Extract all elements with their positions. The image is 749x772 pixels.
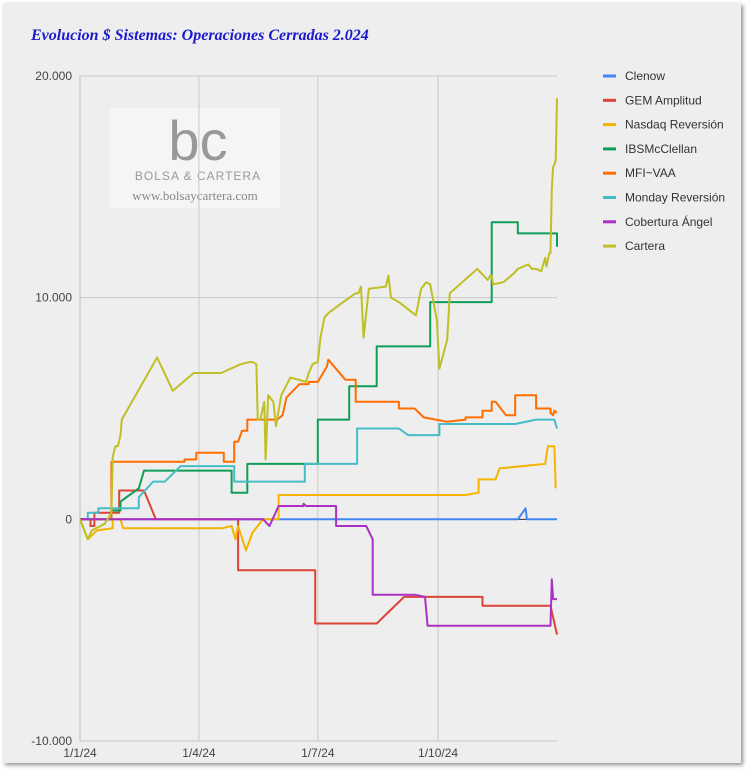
x-tick-label: 1/10/24 <box>418 746 458 760</box>
y-tick-label: 10.000 <box>35 291 72 305</box>
legend-swatch <box>603 123 616 127</box>
legend-swatch <box>603 74 616 78</box>
series-line-cobertura-ngel <box>80 502 557 627</box>
legend-label: Monday Reversión <box>625 191 725 205</box>
y-tick-label: 0 <box>65 512 72 526</box>
legend-label: GEM Amplitud <box>625 93 702 107</box>
legend-label: Cobertura Ángel <box>625 214 712 229</box>
y-tick-label: 20.000 <box>35 69 72 83</box>
legend-swatch <box>603 244 616 248</box>
legend-label: Cartera <box>625 239 665 253</box>
x-tick-label: 1/1/24 <box>63 746 97 760</box>
watermark-panel <box>110 108 280 208</box>
legend-swatch <box>603 98 616 102</box>
watermark-logo: bc <box>168 109 227 172</box>
y-tick-label: -10.000 <box>31 734 72 748</box>
legend-label: IBSMcClellan <box>625 142 697 156</box>
legend-swatch <box>603 196 616 199</box>
series-line-cartera <box>79 98 558 541</box>
series-line-gem-amplitud <box>80 489 558 635</box>
legend-label: Nasdaq Reversión <box>625 118 724 132</box>
watermark-url: www.bolsaycartera.com <box>132 188 258 203</box>
series-line-clenow <box>80 507 557 521</box>
watermark: bc BOLSA & CARTERA www.bolsaycartera.com <box>110 108 280 208</box>
chart-title: Evolucion $ Sistemas: Operaciones Cerrad… <box>31 27 369 44</box>
watermark-brand: BOLSA & CARTERA <box>135 169 261 183</box>
series-line-mfi-vaa <box>80 358 558 521</box>
legend-swatch <box>603 147 616 151</box>
legend-label: MFI~VAA <box>625 166 676 180</box>
x-tick-label: 1/7/24 <box>301 746 335 760</box>
series-layer <box>79 98 558 635</box>
x-tick-label: 1/4/24 <box>182 746 216 760</box>
legend-swatch <box>603 171 616 175</box>
legend-label: Clenow <box>625 69 665 83</box>
legend-swatch <box>603 220 616 224</box>
legend: Clenow GEM Amplitud Nasdaq Reversión IBSMcC… <box>603 69 725 253</box>
series-line-ibsmcclellan <box>80 221 558 521</box>
series-line-monday-reversi-n <box>80 418 558 521</box>
